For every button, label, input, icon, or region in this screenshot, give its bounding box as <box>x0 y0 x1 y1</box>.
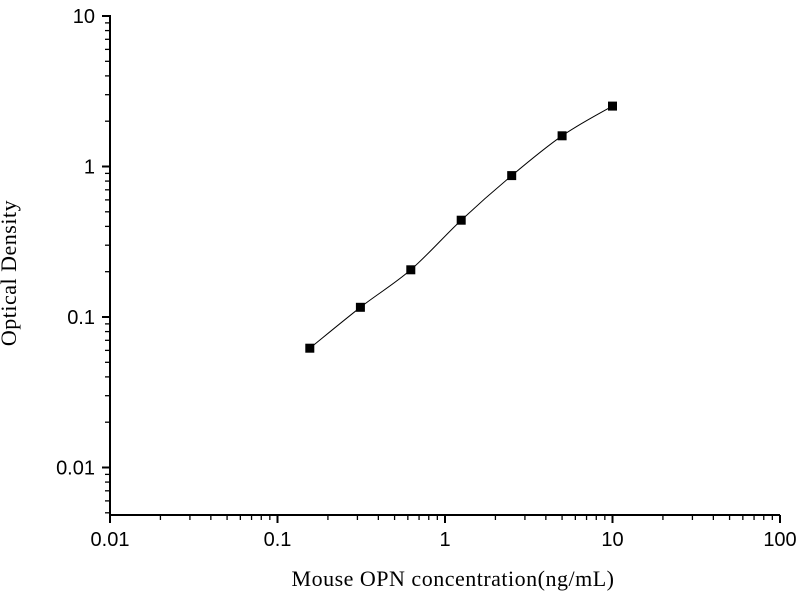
y-tick-label: 10 <box>73 6 95 28</box>
x-tick-label: 1 <box>439 529 450 551</box>
y-axis-title: Optical Density <box>0 200 21 346</box>
axis-tick-labels: 10 1 0.1 0.01 0.01 0.1 1 10 100 <box>56 6 797 551</box>
data-point-marker <box>456 215 466 225</box>
axes <box>109 15 780 516</box>
y-tick-label: 1 <box>84 157 95 179</box>
data-point-marker <box>355 302 365 312</box>
x-tick-label: 100 <box>763 529 796 551</box>
x-tick-label: 0.1 <box>264 529 292 551</box>
axis-ticks <box>102 15 781 523</box>
x-tick-label: 0.01 <box>91 529 130 551</box>
data-point-marker <box>406 265 416 275</box>
x-axis-title: Mouse OPN concentration(ng/mL) <box>292 566 615 591</box>
data-point-marker <box>305 343 315 353</box>
y-tick-label: 0.01 <box>56 458 95 480</box>
axis-spines <box>109 15 780 516</box>
series-line <box>309 105 613 349</box>
series-standard-curve <box>305 101 617 353</box>
y-tick-label: 0.1 <box>67 307 95 329</box>
data-point-marker <box>557 131 567 141</box>
data-point-marker <box>608 101 617 111</box>
x-tick-label: 10 <box>601 529 623 551</box>
data-point-marker <box>507 171 517 181</box>
